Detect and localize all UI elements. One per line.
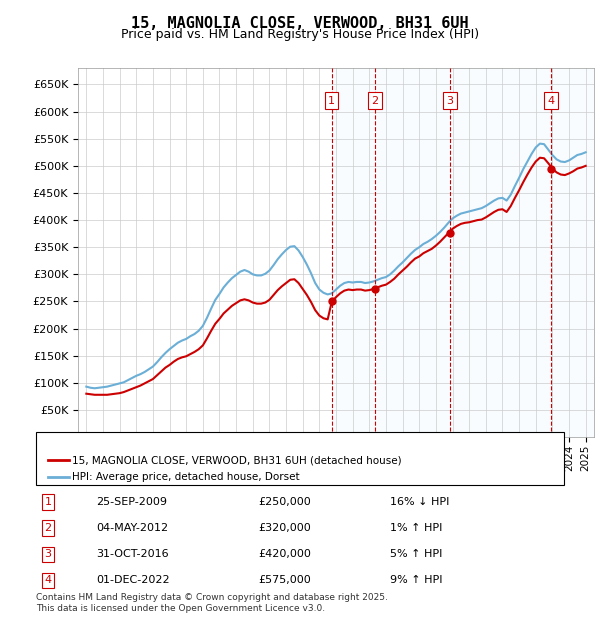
Text: 1: 1	[44, 497, 52, 507]
Text: 2: 2	[371, 95, 379, 106]
Text: 2: 2	[44, 523, 52, 533]
Text: Price paid vs. HM Land Registry's House Price Index (HPI): Price paid vs. HM Land Registry's House …	[121, 28, 479, 41]
Text: 25-SEP-2009: 25-SEP-2009	[96, 497, 167, 507]
Text: Contains HM Land Registry data © Crown copyright and database right 2025.
This d: Contains HM Land Registry data © Crown c…	[36, 593, 388, 613]
Text: £250,000: £250,000	[258, 497, 311, 507]
Text: 04-MAY-2012: 04-MAY-2012	[96, 523, 168, 533]
Bar	[332, 68, 375, 437]
Text: 16% ↓ HPI: 16% ↓ HPI	[390, 497, 449, 507]
Text: 4: 4	[547, 95, 554, 106]
Bar	[375, 68, 450, 437]
Text: HPI: Average price, detached house, Dorset: HPI: Average price, detached house, Dors…	[72, 472, 299, 482]
Text: 1% ↑ HPI: 1% ↑ HPI	[390, 523, 442, 533]
Text: 01-DEC-2022: 01-DEC-2022	[96, 575, 170, 585]
Text: 4: 4	[44, 575, 52, 585]
Text: 1: 1	[328, 95, 335, 106]
Text: 5% ↑ HPI: 5% ↑ HPI	[390, 549, 442, 559]
Text: 9% ↑ HPI: 9% ↑ HPI	[390, 575, 443, 585]
Text: 15, MAGNOLIA CLOSE, VERWOOD, BH31 6UH: 15, MAGNOLIA CLOSE, VERWOOD, BH31 6UH	[131, 16, 469, 30]
Bar	[551, 68, 594, 437]
Text: 31-OCT-2016: 31-OCT-2016	[96, 549, 169, 559]
Text: £320,000: £320,000	[258, 523, 311, 533]
Text: 3: 3	[446, 95, 454, 106]
Text: 3: 3	[44, 549, 52, 559]
Text: £420,000: £420,000	[258, 549, 311, 559]
Text: £575,000: £575,000	[258, 575, 311, 585]
Text: 15, MAGNOLIA CLOSE, VERWOOD, BH31 6UH (detached house): 15, MAGNOLIA CLOSE, VERWOOD, BH31 6UH (d…	[72, 455, 401, 465]
Bar	[450, 68, 551, 437]
